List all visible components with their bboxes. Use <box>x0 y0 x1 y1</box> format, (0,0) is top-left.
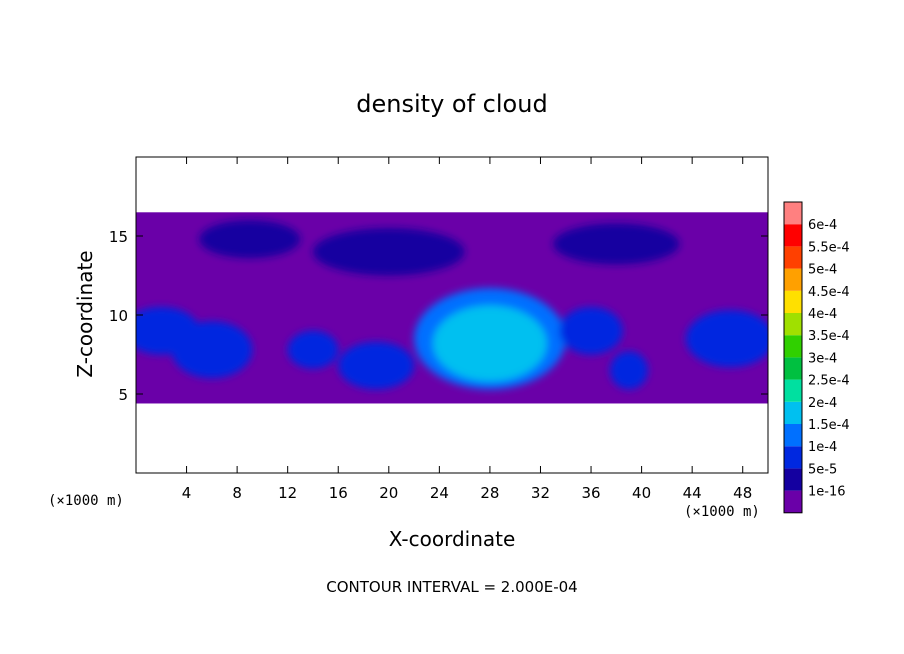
colorbar-swatch <box>784 313 802 336</box>
colorbar-frame <box>783 201 803 514</box>
x-axis-unit-left: (×1000 m) <box>48 493 124 509</box>
y-tick-label: 10 <box>109 307 128 325</box>
colorbar-swatch <box>784 490 802 513</box>
colorbar-label: 2.5e-4 <box>808 374 850 389</box>
cloud-feature-1 <box>433 305 547 382</box>
colorbar-label: 2e-4 <box>808 396 837 411</box>
chart-title: density of cloud <box>356 90 547 118</box>
cloud-feature-9 <box>312 228 465 276</box>
colorbar-label: 5e-4 <box>808 263 837 278</box>
y-axis-label: Z-coordinate <box>73 250 97 377</box>
x-axis-unit-right: (×1000 m) <box>684 504 760 520</box>
colorbar: 1e-16 5e-5 1e-4 1.5e-4 2e-4 2.5e-4 3e-4 3.5e-4 4… <box>783 201 850 514</box>
x-tick-label: 44 <box>683 484 702 502</box>
y-tick-label: 5 <box>118 386 128 404</box>
x-tick-label: 36 <box>581 484 600 502</box>
colorbar-swatch <box>784 290 802 313</box>
x-axis-ticks: 4 8 12 16 20 24 28 32 36 40 44 48 <box>182 157 752 502</box>
cloud-feature-11 <box>199 220 301 259</box>
colorbar-swatch <box>784 468 802 491</box>
colorbar-label: 5.5e-4 <box>808 240 850 255</box>
colorbar-label: 3e-4 <box>808 351 837 366</box>
y-axis-ticks: 5 10 15 <box>109 228 768 404</box>
colorbar-label: 4.5e-4 <box>808 285 850 300</box>
colorbar-label: 1.5e-4 <box>808 418 850 433</box>
x-tick-label: 8 <box>232 484 242 502</box>
colorbar-swatch <box>784 357 802 380</box>
colorbar-swatch <box>784 379 802 402</box>
colorbar-swatch <box>784 335 802 358</box>
y-tick-label: 15 <box>109 228 128 246</box>
x-tick-label: 24 <box>430 484 449 502</box>
cloud-feature-4 <box>338 341 415 390</box>
colorbar-swatch <box>784 246 802 269</box>
x-tick-label: 48 <box>733 484 752 502</box>
x-tick-label: 4 <box>182 484 192 502</box>
colorbar-label: 1e-16 <box>808 485 846 500</box>
contour-interval-note: CONTOUR INTERVAL = 2.000E-04 <box>326 578 577 596</box>
colorbar-swatch <box>784 424 802 447</box>
colorbar-label: 3.5e-4 <box>808 329 850 344</box>
colorbar-label: 5e-5 <box>808 462 837 477</box>
x-tick-label: 12 <box>278 484 297 502</box>
colorbar-label: 4e-4 <box>808 307 837 322</box>
colorbar-swatch <box>784 202 802 225</box>
colorbar-swatch <box>784 446 802 469</box>
colorbar-label: 1e-4 <box>808 440 837 455</box>
x-tick-label: 40 <box>632 484 651 502</box>
x-tick-label: 16 <box>329 484 348 502</box>
cloud-feature-7 <box>610 351 648 390</box>
cloud-feature-6 <box>287 330 339 369</box>
colorbar-swatch <box>784 268 802 291</box>
colorbar-swatch <box>784 224 802 247</box>
x-tick-label: 20 <box>379 484 398 502</box>
cloud-feature-5 <box>685 310 768 368</box>
x-tick-label: 32 <box>531 484 550 502</box>
x-axis-label: X-coordinate <box>389 527 516 551</box>
colorbar-swatch <box>784 401 802 424</box>
x-tick-label: 28 <box>480 484 499 502</box>
cloud-feature-8 <box>559 307 623 355</box>
density-field <box>136 212 768 404</box>
colorbar-label: 6e-4 <box>808 218 837 233</box>
cloud-feature-3 <box>136 307 200 355</box>
cloud-feature-10 <box>553 223 680 265</box>
